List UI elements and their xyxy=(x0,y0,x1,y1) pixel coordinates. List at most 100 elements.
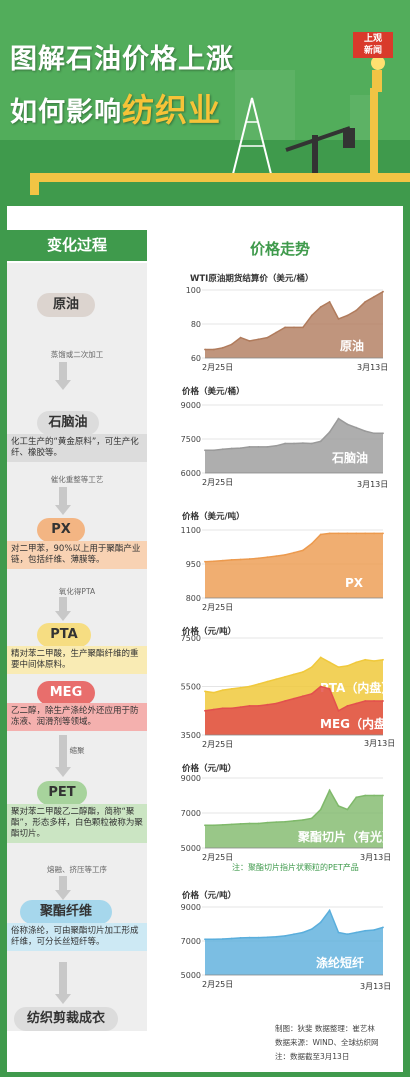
logo-line-2: 新闻 xyxy=(363,46,382,56)
stage-px-desc: 对二甲苯，90%以上用于聚酯产业链，包括纤维、薄膜等。 xyxy=(7,541,147,569)
data-point xyxy=(337,805,340,807)
data-point xyxy=(284,935,286,937)
data-point xyxy=(364,301,367,303)
data-point xyxy=(373,532,375,535)
data-point xyxy=(221,559,224,562)
data-point xyxy=(373,700,375,702)
data-point xyxy=(328,301,331,303)
data-point xyxy=(302,819,304,821)
data-point xyxy=(355,661,358,664)
data-point xyxy=(204,709,206,712)
down-arrow-icon xyxy=(55,487,71,515)
stage-polyester-fiber: 聚酯纤维 xyxy=(20,900,112,924)
down-arrow-icon xyxy=(55,735,71,777)
data-point xyxy=(302,549,304,552)
x-tick-label: 3月13日 xyxy=(357,480,388,489)
data-point xyxy=(302,442,304,444)
data-point xyxy=(302,931,304,934)
y-tick-label: 7000 xyxy=(181,809,201,818)
y-tick-label: 9000 xyxy=(181,903,201,912)
data-point xyxy=(310,817,313,820)
title-line-2-part-a: 如何影响 xyxy=(10,97,122,128)
data-point xyxy=(284,326,286,329)
data-point xyxy=(221,824,224,826)
data-point xyxy=(266,336,269,339)
data-point xyxy=(364,658,367,661)
data-point xyxy=(213,691,215,694)
data-point xyxy=(293,326,295,329)
data-point xyxy=(239,447,242,449)
x-tick-label: 2月25日 xyxy=(202,853,233,862)
y-tick-label: 9000 xyxy=(181,401,201,410)
data-point xyxy=(221,346,224,349)
data-point xyxy=(328,909,331,912)
data-point xyxy=(266,703,269,706)
chart-title: 价格（元/吨） xyxy=(182,763,236,774)
data-point xyxy=(204,449,206,452)
data-point xyxy=(355,309,358,312)
data-point xyxy=(319,306,322,308)
process-step-3: 氧化得PTA xyxy=(58,587,96,596)
data-point xyxy=(293,551,295,554)
data-point xyxy=(293,442,295,445)
y-tick-label: 100 xyxy=(186,286,201,295)
data-point xyxy=(213,560,215,563)
x-tick-label: 2月25日 xyxy=(202,363,233,372)
data-point xyxy=(248,558,251,560)
process-header: 变化过程 xyxy=(7,230,147,261)
data-point xyxy=(221,689,224,691)
data-point xyxy=(257,338,260,341)
data-point xyxy=(266,556,269,559)
y-tick-label: 800 xyxy=(186,594,201,603)
x-tick-label: 2月25日 xyxy=(202,478,233,487)
x-tick-label: 3月13日 xyxy=(364,739,395,748)
data-point xyxy=(346,665,349,667)
data-point xyxy=(213,824,215,827)
data-point xyxy=(310,666,313,668)
data-point xyxy=(364,430,367,432)
y-tick-label: 9000 xyxy=(181,774,201,783)
data-point xyxy=(364,794,367,797)
data-point xyxy=(275,702,278,705)
oil-industry-illustration xyxy=(0,56,410,205)
data-point xyxy=(284,675,286,678)
data-point xyxy=(204,690,206,693)
data-point xyxy=(355,931,358,934)
stage-crude-oil: 原油 xyxy=(37,293,95,317)
data-point xyxy=(328,789,331,792)
data-point xyxy=(337,931,340,934)
data-point xyxy=(204,348,206,351)
footer-note: 注：数据截至3月13日 xyxy=(275,1052,350,1061)
data-point xyxy=(364,532,367,535)
data-point xyxy=(346,808,349,811)
data-point xyxy=(310,442,313,445)
x-tick-label: 3月13日 xyxy=(360,982,391,991)
stage-meg-desc: 乙二醇，除生产涤纶外还应用于防冻液、润滑剂等领域。 xyxy=(7,703,147,731)
series-area xyxy=(205,910,383,975)
data-point xyxy=(284,554,286,556)
data-point xyxy=(284,700,286,702)
data-point xyxy=(382,432,384,435)
chart-title: 价格（元/吨） xyxy=(182,626,236,637)
title-highlight: 纺织业 xyxy=(122,91,222,129)
down-arrow-icon xyxy=(55,962,71,1004)
data-point xyxy=(248,705,251,707)
data-point xyxy=(248,936,251,939)
data-point xyxy=(213,938,215,941)
title-line-2: 如何影响纺织业 xyxy=(10,85,221,131)
series-label: 石脑油 xyxy=(331,450,368,465)
y-tick-label: 5000 xyxy=(181,971,201,980)
y-tick-label: 950 xyxy=(186,560,201,569)
data-point xyxy=(221,707,224,710)
chart-title: WTI原油期货结算价（美元/桶） xyxy=(190,273,313,284)
data-point xyxy=(373,432,375,435)
data-point xyxy=(382,290,384,293)
data-point xyxy=(382,532,384,535)
x-tick-label: 2月25日 xyxy=(202,603,233,612)
data-point xyxy=(230,559,233,561)
data-point xyxy=(293,820,295,822)
data-point xyxy=(328,661,331,664)
y-tick-label: 5500 xyxy=(181,683,201,692)
data-point xyxy=(284,820,286,823)
data-point xyxy=(248,340,251,342)
